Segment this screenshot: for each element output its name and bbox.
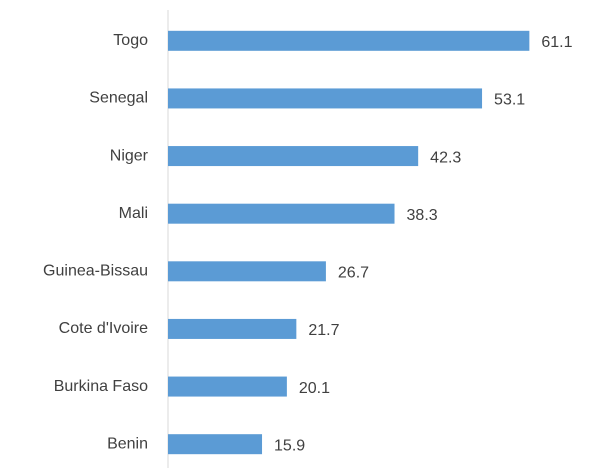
y-tick-label: Guinea-Bissau xyxy=(43,263,148,280)
bar xyxy=(168,30,530,51)
data-label: 21.7 xyxy=(308,322,339,339)
data-label: 26.7 xyxy=(338,265,369,282)
y-tick-label: Burkina Faso xyxy=(54,378,148,395)
y-tick-label: Togo xyxy=(113,32,148,49)
bar xyxy=(168,203,395,224)
data-label: 53.1 xyxy=(494,92,525,109)
bar xyxy=(168,261,326,282)
data-label: 61.1 xyxy=(541,34,572,51)
y-tick-label: Mali xyxy=(119,205,148,222)
y-tick-label: Benin xyxy=(107,435,148,452)
y-tick-label: Cote d'Ivoire xyxy=(59,320,148,337)
data-label: 15.9 xyxy=(274,437,305,454)
bar xyxy=(168,376,287,397)
data-label: 42.3 xyxy=(430,149,461,166)
bar xyxy=(168,88,483,109)
y-tick-label: Niger xyxy=(110,147,149,164)
bar xyxy=(168,146,419,167)
bar xyxy=(168,318,297,339)
data-label: 20.1 xyxy=(299,380,330,397)
data-label: 38.3 xyxy=(407,207,438,224)
bar xyxy=(168,434,263,455)
y-tick-label: Senegal xyxy=(89,90,148,107)
